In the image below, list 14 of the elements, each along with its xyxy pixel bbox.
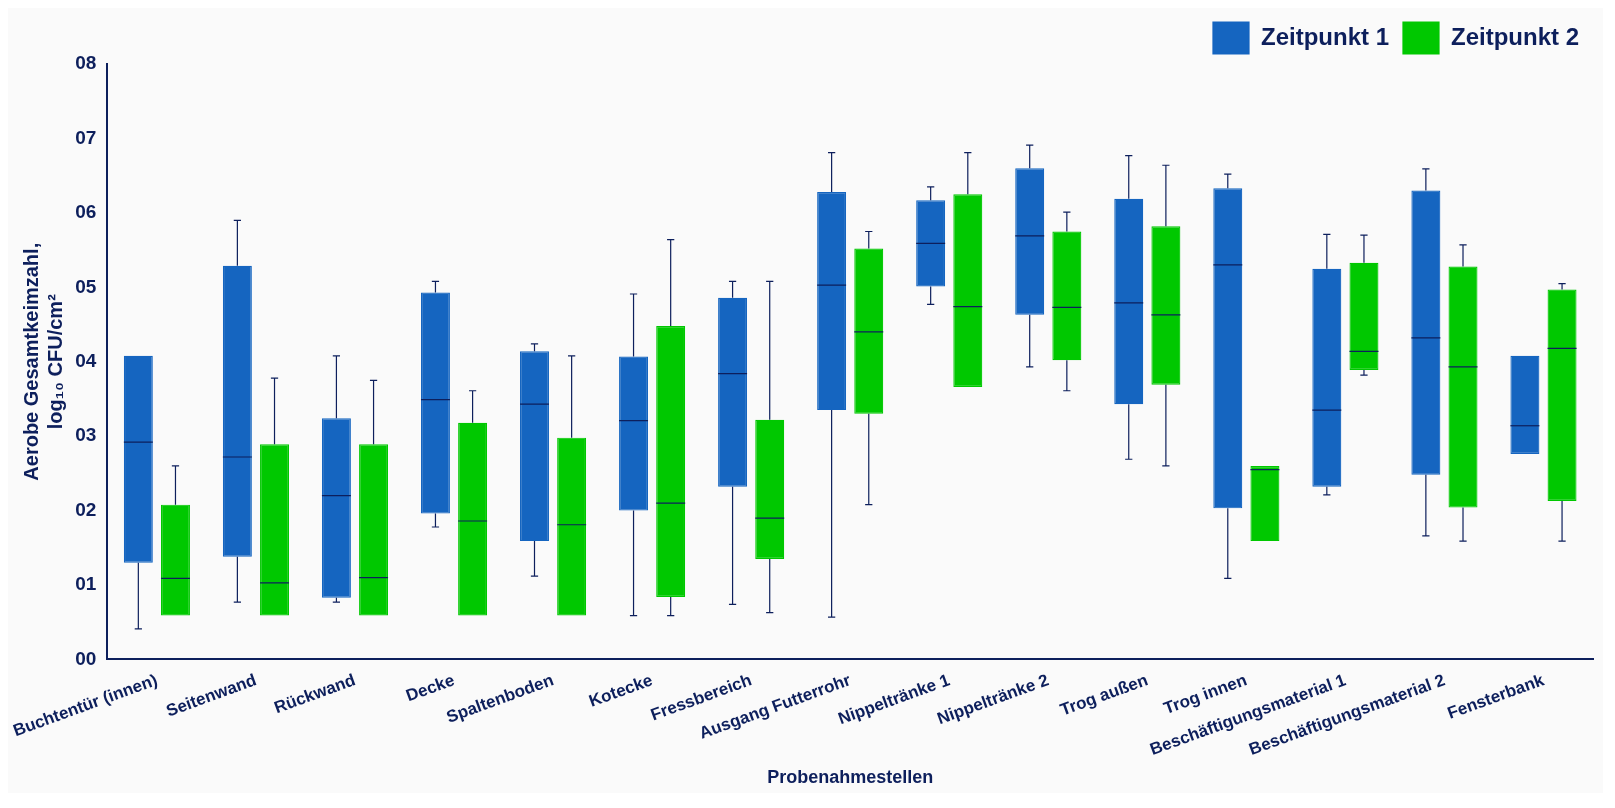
y-tick-label: 02 [75, 498, 97, 520]
y-axis-title: Aerobe Gesamtkeimzahl, log₁₀ CFU/cm² [19, 242, 66, 481]
legend-label: Zeitpunkt 2 [1451, 22, 1580, 50]
y-tick-label: 00 [75, 647, 97, 669]
y-tick-label: 06 [75, 201, 97, 223]
legend-label: Zeitpunkt 1 [1260, 22, 1390, 50]
y-tick-label: 08 [75, 52, 97, 74]
x-axis-title: Probenahmestellen [767, 767, 934, 788]
y-tick-label: 07 [75, 126, 97, 148]
y-tick-label: 05 [75, 275, 97, 297]
x-tick-label: Trog außen [1057, 670, 1151, 720]
y-tick-label: 03 [75, 424, 97, 446]
y-tick-label: 01 [75, 573, 97, 595]
y-tick-label: 04 [75, 349, 97, 371]
